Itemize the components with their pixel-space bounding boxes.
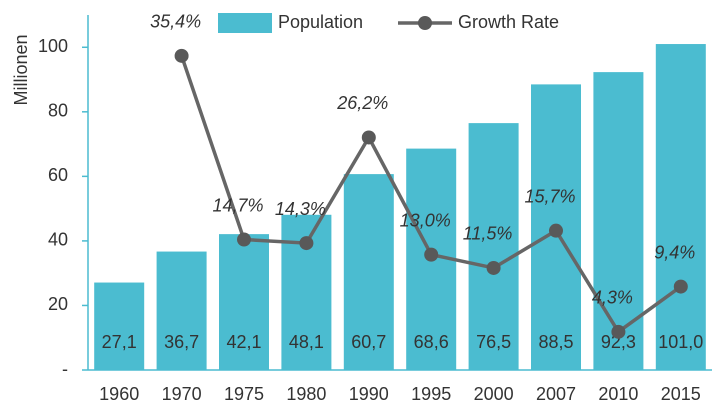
point — [424, 247, 439, 262]
bar — [156, 251, 207, 370]
point — [237, 232, 251, 247]
bar-value-label: 88,5 — [538, 332, 573, 352]
x-tick-label: 1980 — [286, 384, 326, 404]
point — [361, 130, 376, 145]
point — [611, 324, 626, 339]
x-tick-label: 1990 — [349, 384, 389, 404]
point — [673, 279, 688, 294]
x-tick-label: 1960 — [99, 384, 139, 404]
bar — [94, 282, 145, 370]
point-label: 26,2% — [336, 93, 388, 113]
bar-value-label: 68,6 — [414, 332, 449, 352]
x-tick-label: 1970 — [162, 384, 202, 404]
x-tick-label: 1975 — [224, 384, 264, 404]
legend-swatch — [218, 13, 272, 33]
bar-value-label: 101,0 — [658, 332, 703, 352]
y-axis-label: Millionen — [11, 34, 31, 105]
x-tick-label: 2010 — [598, 384, 638, 404]
point-label: 35,4% — [150, 12, 201, 32]
y-tick-label: 80 — [48, 101, 68, 121]
bar — [468, 123, 519, 370]
point — [549, 223, 563, 238]
point — [299, 236, 314, 251]
bar — [343, 174, 394, 370]
point — [174, 48, 189, 63]
point-label: 11,5% — [463, 224, 513, 244]
y-tick-label: 100 — [38, 36, 68, 56]
legend-label: Growth Rate — [458, 12, 559, 32]
bar — [219, 234, 269, 370]
y-tick-label: - — [62, 359, 68, 379]
bar-value-label: 27,1 — [102, 332, 137, 352]
bar-value-label: 92,3 — [601, 332, 636, 352]
y-tick-label: 40 — [48, 230, 68, 250]
point-label: 14,7% — [212, 195, 263, 215]
point-label: 14,3% — [275, 199, 326, 219]
legend-label: Population — [278, 12, 363, 32]
x-tick-label: 2015 — [661, 384, 701, 404]
y-tick-label: 20 — [48, 294, 68, 314]
y-tick-label: 60 — [48, 165, 68, 185]
point — [486, 260, 501, 275]
bar-value-label: 60,7 — [351, 332, 386, 352]
x-tick-label: 2000 — [474, 384, 514, 404]
x-tick-label: 2007 — [536, 384, 576, 404]
bar — [655, 44, 706, 370]
bar-value-label: 48,1 — [289, 332, 324, 352]
bar-value-label: 76,5 — [476, 332, 511, 352]
bar-value-label: 42,1 — [226, 332, 261, 352]
point-label: 13,0% — [400, 210, 451, 230]
point-label: 15,7% — [524, 186, 575, 206]
x-tick-label: 1995 — [411, 384, 451, 404]
point-label: 9,4% — [654, 242, 695, 262]
point-label: 4,3% — [592, 288, 633, 308]
bar-value-label: 36,7 — [164, 332, 199, 352]
legend-swatch — [418, 16, 432, 30]
